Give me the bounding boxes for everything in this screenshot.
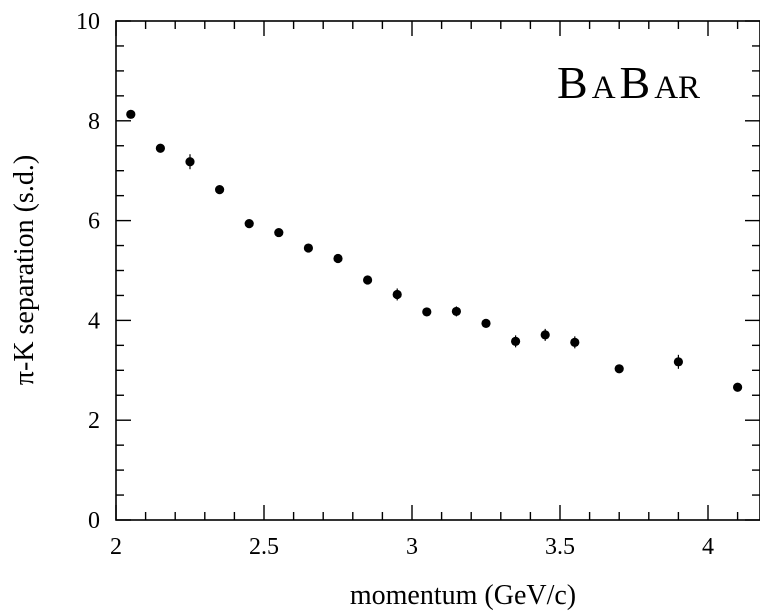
data-point (510, 336, 521, 346)
x-tick-label: 4 (702, 534, 714, 560)
data-point (215, 185, 225, 195)
data-point (333, 253, 343, 264)
data-point (155, 143, 165, 153)
data-point (126, 109, 136, 119)
babar-logo: B A B AR (557, 57, 700, 108)
data-point (451, 306, 461, 317)
data-point (614, 364, 624, 374)
y-tick-label: 8 (88, 109, 100, 135)
svg-text:B A B AR: B A B AR (557, 57, 700, 108)
error-bars (130, 111, 739, 390)
x-tick-label: 3.5 (545, 534, 575, 560)
x-axis-title: momentum (GeV/c) (350, 580, 576, 611)
logo-b1: B (557, 57, 588, 108)
data-point (422, 307, 432, 317)
minor-ticks (116, 21, 760, 520)
major-ticks (115, 20, 760, 521)
x-tick-label: 3 (406, 534, 418, 560)
data-point (481, 318, 491, 328)
y-tick-label: 0 (88, 508, 100, 534)
data-point (303, 243, 313, 253)
data-point (244, 218, 254, 229)
data-points (126, 109, 743, 392)
data-point (274, 227, 284, 238)
y-tick-labels: 0 2 4 6 8 10 (76, 9, 100, 534)
x-tick-label: 2.5 (249, 534, 279, 560)
data-point (673, 357, 684, 367)
x-tick-labels: 2 2.5 3 3.5 4 (110, 534, 714, 560)
y-tick-label: 4 (88, 308, 100, 334)
y-axis-title: π-K separation (s.d.) (9, 155, 40, 385)
data-point (363, 275, 373, 285)
y-tick-label: 6 (88, 209, 100, 235)
y-tick-label: 2 (88, 408, 100, 434)
data-point (570, 337, 580, 347)
data-point (540, 330, 550, 340)
data-point (392, 289, 402, 300)
data-point (185, 157, 195, 167)
y-tick-label: 10 (76, 9, 100, 35)
logo-a: A (592, 70, 616, 106)
logo-ar: AR (654, 70, 700, 106)
data-point (733, 382, 743, 392)
logo-b2: B (620, 57, 651, 108)
x-tick-label: 2 (110, 534, 122, 560)
